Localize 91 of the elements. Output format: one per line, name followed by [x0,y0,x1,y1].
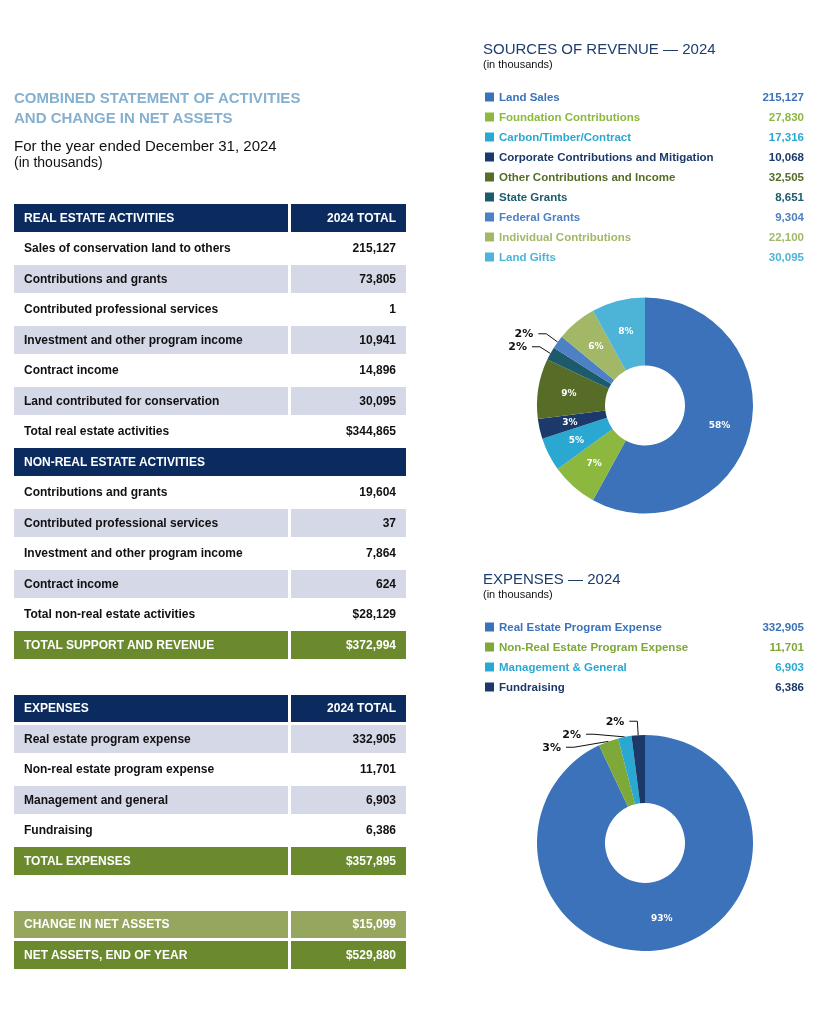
legend-label: Other Contributions and Income [499,171,676,183]
category-label: Contract income [14,570,288,601]
data-label: 2% [605,714,625,728]
text: 10,941 [359,332,396,347]
text: 332,905 [762,621,805,633]
data-label: 8% [618,325,634,336]
data-label: 2% [562,727,581,741]
legend-label: Real Estate Program Expense [499,621,662,633]
category-label: REAL ESTATE ACTIVITIES [14,204,288,235]
category-label: TOTAL SUPPORT AND REVENUE [14,631,288,662]
category-label: Non-real estate program expense [14,755,288,786]
category-label: Contributed professional services [14,295,288,326]
legend-label: Land Gifts [499,251,556,263]
text: COMBINED STATEMENT OF ACTIVITIES AND CHANGE IN NET ASSETS [14,88,302,128]
text: $357,895 [345,853,396,868]
text: (in thousands) [14,154,104,170]
data-label: 7% [586,458,602,469]
category-label: TOTAL EXPENSES [14,847,288,878]
text: 10,068 [768,151,805,163]
text: 332,905 [352,731,396,746]
text: 27,830 [768,111,804,123]
legend-label: Carbon/Timber/Contract [499,131,632,143]
category-label: NON-REAL ESTATE ACTIVITIES [14,448,406,479]
data-label: 2% [514,327,534,341]
chart-title: EXPENSES — 2024 [483,570,621,587]
text: 37 [382,515,396,530]
legend-label: State Grants [499,191,568,203]
text: 30,095 [768,251,805,263]
text: 19,604 [359,485,396,500]
text: 9,304 [775,211,805,223]
text: 6,903 [775,661,804,673]
category-label: Total non-real estate activities [14,600,288,631]
category-label: Real estate program expense [14,725,288,756]
text: 73,805 [359,271,396,286]
text: 624 [375,576,396,591]
chart-subtitle: (in thousands) [483,587,553,600]
text: 6,386 [365,823,396,838]
text: $529,880 [345,947,396,962]
data-label: 9% [561,388,577,399]
category-label: Management and general [14,786,288,817]
text: 6,903 [365,792,396,807]
data-label: 6% [588,341,604,352]
legend-label: Land Sales [499,91,560,103]
text: $372,994 [345,637,396,652]
data-label: 5% [568,435,585,446]
category-label: Contributed professional services [14,509,288,540]
category-label: Investment and other program income [14,326,288,357]
category-label: NET ASSETS, END OF YEAR [14,941,288,972]
category-label: Contributions and grants [14,478,288,509]
chart-subtitle: (in thousands) [483,57,553,70]
text: 8,651 [775,191,805,203]
category-label: Land contributed for conservation [14,387,288,418]
legend-label: Fundraising [499,681,565,693]
text: $344,865 [345,424,396,439]
text: 11,701 [769,641,805,653]
category-label: Contributions and grants [14,265,288,296]
text: 11,701 [359,762,396,777]
legend-label: Management & General [499,661,627,673]
text: 215,127 [762,91,804,103]
text: 17,316 [768,131,804,143]
category-label: CHANGE IN NET ASSETS [14,910,288,941]
text: For the year ended December 31, 2024 [14,137,278,154]
text: 7,864 [365,546,396,561]
text: 6,386 [775,681,804,693]
data-label: 3% [562,417,578,428]
legend-label: Individual Contributions [499,231,632,243]
legend-label: Corporate Contributions and Mitigation [499,151,714,163]
text: 22,100 [768,231,804,243]
text: 2024 TOTAL [327,210,396,225]
legend-label: Foundation Contributions [499,111,641,123]
text: 30,095 [359,393,396,408]
data-label: 3% [542,740,561,754]
legend-label: Non-Real Estate Program Expense [499,641,689,653]
category-label: Investment and other program income [14,539,288,570]
data-label: 2% [508,340,527,354]
text: $15,099 [352,917,396,932]
data-label: 58% [708,419,731,430]
text: 215,127 [352,241,396,256]
chart-title: SOURCES OF REVENUE — 2024 [483,40,716,57]
text: 1 [389,302,396,317]
category-label: Total real estate activities [14,417,288,448]
text: 14,896 [359,363,396,378]
category-label: Contract income [14,356,288,387]
text: 32,505 [768,171,805,183]
data-label: 93% [651,913,673,924]
legend-label: Federal Grants [499,211,581,223]
text: $28,129 [352,607,396,622]
category-label: Sales of conservation land to others [14,234,288,265]
category-label: Fundraising [14,816,288,847]
category-label: EXPENSES [14,694,288,725]
text: 2024 TOTAL [327,701,396,716]
